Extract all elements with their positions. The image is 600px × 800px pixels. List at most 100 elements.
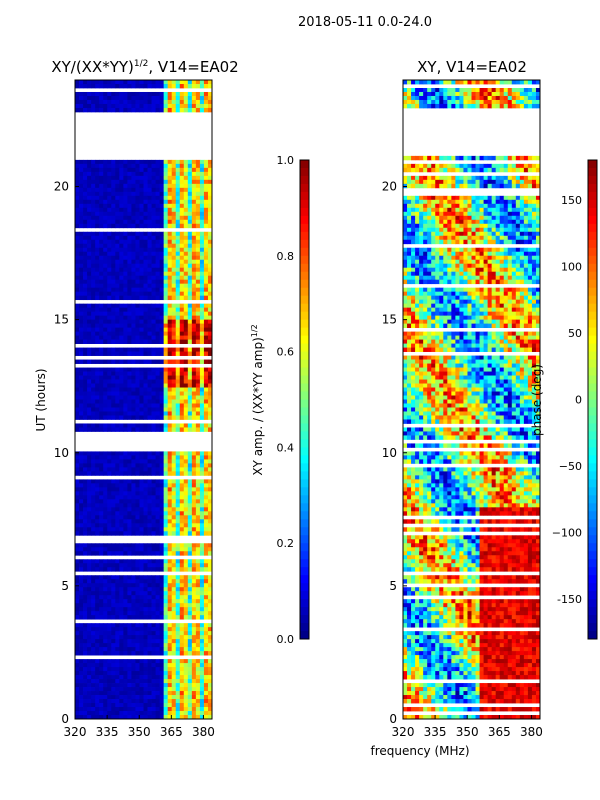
heatmap-cell — [151, 671, 156, 676]
heatmap-cell — [203, 187, 209, 193]
heatmap-cell — [131, 387, 136, 392]
heatmap-cell — [155, 675, 161, 680]
heatmap-cell — [163, 283, 169, 289]
heatmap-cell — [207, 683, 213, 688]
heatmap-cell — [167, 295, 173, 301]
heatmap-cell — [99, 503, 104, 508]
heatmap-cell — [111, 255, 116, 261]
x-tick-label: 350 — [128, 725, 151, 739]
heatmap-cell — [435, 87, 440, 93]
heatmap-cell — [203, 659, 209, 664]
heatmap-cell — [79, 699, 84, 704]
heatmap-cell — [79, 663, 84, 668]
heatmap-cell — [167, 651, 173, 656]
heatmap-cell — [471, 163, 476, 169]
heatmap-cell — [195, 519, 201, 524]
heatmap-cell — [183, 323, 189, 329]
heatmap-cell — [139, 243, 144, 249]
heatmap-cell — [523, 175, 529, 181]
heatmap-cell — [103, 211, 108, 217]
heatmap-cell — [115, 211, 120, 217]
heatmap-cell — [143, 503, 148, 508]
heatmap-cell — [179, 327, 185, 332]
heatmap-cell — [455, 95, 460, 101]
heatmap-cell — [127, 327, 132, 332]
heatmap-cell — [147, 303, 152, 309]
heatmap-cell — [159, 587, 165, 592]
heatmap-cell — [83, 367, 88, 372]
heatmap-cell — [475, 103, 480, 109]
heatmap-cell — [191, 467, 197, 472]
heatmap-cell — [135, 259, 140, 265]
heatmap-cell — [183, 359, 189, 364]
heatmap-cell — [127, 623, 132, 628]
heatmap-cell — [159, 459, 165, 464]
heatmap-cell — [115, 707, 120, 712]
heatmap-cell — [143, 411, 148, 416]
heatmap-cell — [179, 415, 185, 420]
heatmap-cell — [91, 611, 96, 616]
heatmap-cell — [155, 463, 161, 468]
heatmap-cell — [147, 99, 152, 105]
heatmap-cell — [163, 423, 169, 428]
heatmap-cell — [191, 703, 197, 708]
heatmap-cell — [87, 487, 92, 492]
heatmap-cell — [175, 687, 181, 692]
heatmap-cell — [199, 351, 205, 356]
heatmap-cell — [111, 487, 116, 492]
heatmap-cell — [183, 307, 189, 313]
heatmap-cell — [91, 91, 96, 97]
heatmap-cell — [147, 279, 152, 285]
heatmap-cell — [127, 387, 132, 392]
heatmap-cell — [91, 587, 96, 592]
heatmap-cell — [203, 80, 209, 85]
heatmap-cell — [163, 251, 169, 257]
heatmap-cell — [83, 411, 88, 416]
heatmap-cell — [479, 87, 484, 93]
heatmap-cell — [175, 315, 181, 321]
heatmap-cell — [183, 275, 189, 281]
heatmap-cell — [143, 191, 148, 197]
heatmap-cell — [107, 459, 112, 464]
heatmap-cell — [179, 639, 185, 644]
heatmap-cell — [435, 175, 440, 181]
heatmap-cell — [187, 95, 193, 101]
heatmap-cell — [103, 251, 108, 257]
heatmap-cell — [91, 263, 96, 269]
heatmap-cell — [171, 559, 177, 564]
heatmap-cell — [159, 327, 165, 332]
colorbar-segment — [300, 255, 309, 265]
heatmap-cell — [119, 587, 124, 592]
heatmap-cell — [203, 455, 209, 460]
heatmap-cell — [139, 219, 144, 225]
heatmap-cell — [155, 403, 161, 408]
heatmap-cell — [139, 311, 144, 317]
heatmap-cell — [119, 99, 124, 105]
heatmap-cell — [107, 163, 112, 169]
heatmap-cell — [159, 667, 165, 672]
heatmap-cell — [171, 611, 177, 616]
heatmap-cell — [103, 703, 108, 708]
heatmap-cell — [527, 167, 533, 173]
heatmap-cell — [155, 255, 161, 261]
heatmap-cell — [503, 195, 509, 201]
heatmap-cell — [151, 223, 156, 229]
heatmap-cell — [99, 327, 104, 332]
heatmap-cell — [115, 391, 120, 396]
heatmap-cell — [143, 707, 148, 712]
heatmap-cell — [195, 283, 201, 289]
heatmap-cell — [155, 267, 161, 273]
heatmap-cell — [435, 91, 440, 97]
heatmap-cell — [143, 359, 148, 364]
heatmap-cell — [167, 587, 173, 592]
heatmap-cell — [203, 259, 209, 265]
heatmap-cell — [91, 499, 96, 504]
heatmap-cell — [175, 703, 181, 708]
heatmap-cell — [91, 351, 96, 356]
heatmap-cell — [175, 459, 181, 464]
heatmap-cell — [123, 667, 128, 672]
heatmap-cell — [403, 179, 408, 185]
heatmap-cell — [203, 243, 209, 249]
heatmap-cell — [207, 267, 213, 273]
heatmap-cell — [187, 659, 193, 664]
